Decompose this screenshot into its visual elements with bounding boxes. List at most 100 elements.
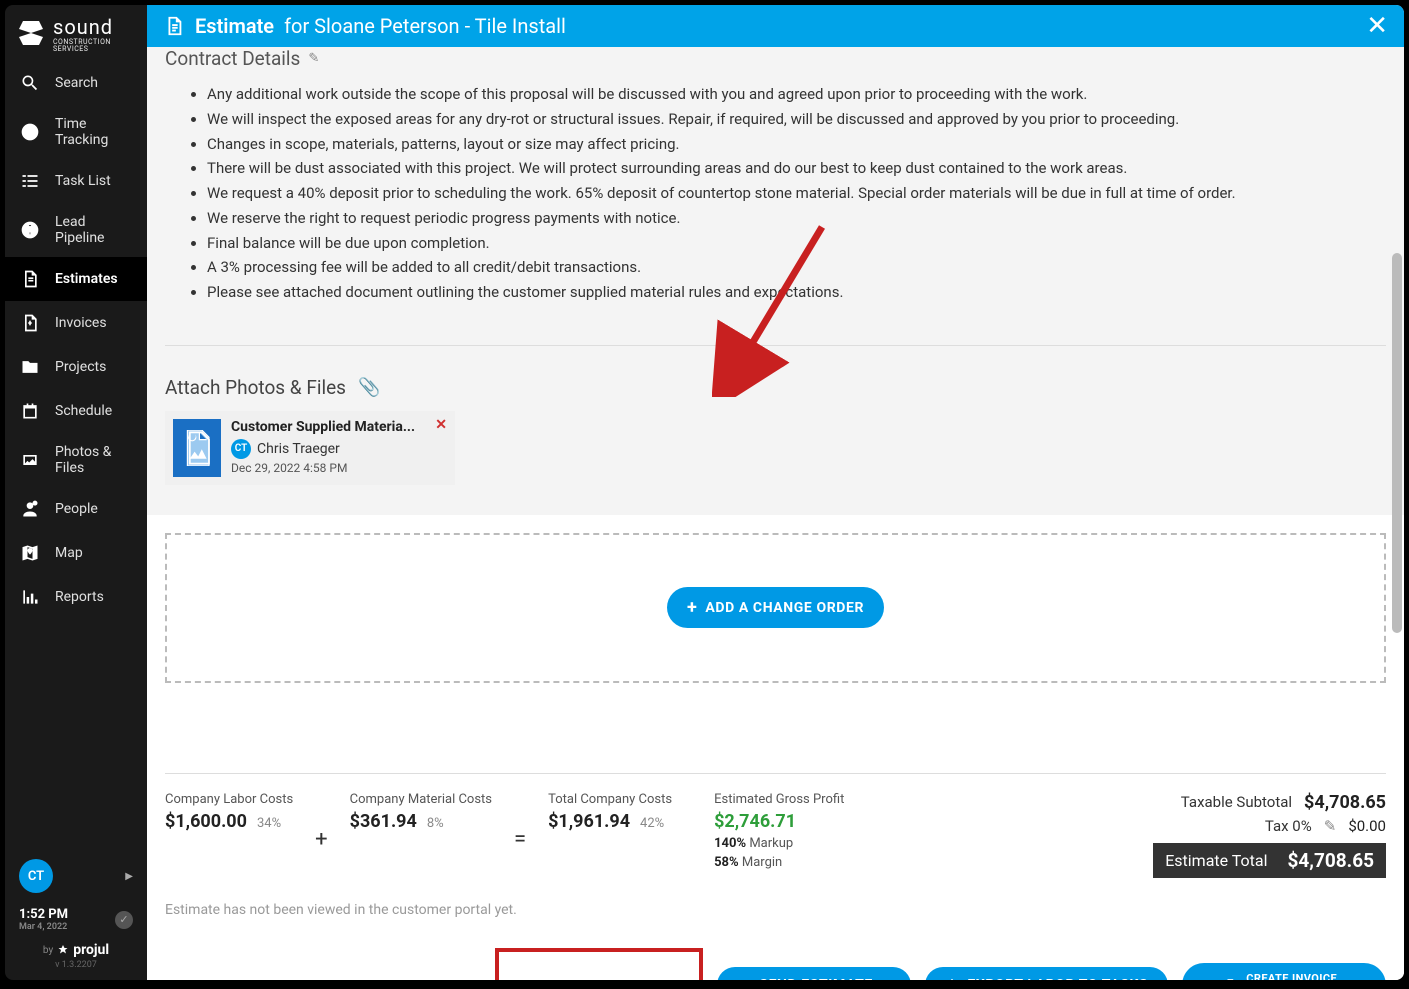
brand-name: sound xyxy=(53,17,137,37)
nav-label: Task List xyxy=(55,173,111,189)
clock-icon xyxy=(19,121,41,143)
contract-item: A 3% processing fee will be added to all… xyxy=(207,255,1386,280)
people-icon xyxy=(19,498,41,520)
nav-label: People xyxy=(55,501,98,517)
nav-label: Reports xyxy=(55,589,104,605)
photos-icon xyxy=(19,449,41,471)
estimate-total: Estimate Total $4,708.65 xyxy=(1153,843,1386,878)
contract-item: Any additional work outside the scope of… xyxy=(207,82,1386,107)
white-section: + ADD A CHANGE ORDER Company Labor Costs… xyxy=(147,515,1404,980)
projul-icon xyxy=(57,944,69,956)
check-icon: ✓ xyxy=(115,911,133,929)
sidebar: sound CONSTRUCTION SERVICES Search Time … xyxy=(5,5,147,980)
create-invoice-button[interactable]: CREATE INVOICE FROM THIS ESTIMATE xyxy=(1182,963,1386,980)
contract-item: We will inspect the exposed areas for an… xyxy=(207,107,1386,132)
nav: Search Time Tracking Task List $ Lead Pi… xyxy=(5,61,147,619)
summary: Company Labor Costs $1,600.00 34% + Comp… xyxy=(165,773,1386,888)
sidebar-item-projects[interactable]: Projects xyxy=(5,345,147,389)
file-info: Customer Supplied Materia... CT Chris Tr… xyxy=(231,419,415,475)
search-icon xyxy=(19,72,41,94)
dropdown-icon: ▼ xyxy=(881,979,892,980)
action-bar: PRINT PREVIEW SEND ESTIMATE ▼ EXPORT LAB… xyxy=(165,948,1386,980)
paperclip-icon[interactable]: 📎 xyxy=(358,377,380,398)
close-button[interactable]: ✕ xyxy=(1366,11,1388,41)
pipeline-icon: $ xyxy=(19,219,41,241)
edit-icon[interactable]: ✎ xyxy=(308,51,319,66)
contract-item: Changes in scope, materials, patterns, l… xyxy=(207,132,1386,157)
nav-label: Map xyxy=(55,545,83,561)
delete-attachment-icon[interactable]: ✕ xyxy=(435,417,447,433)
labor-cost: Company Labor Costs $1,600.00 34% xyxy=(165,792,293,832)
change-order-box: + ADD A CHANGE ORDER xyxy=(165,533,1386,683)
nav-label: Lead Pipeline xyxy=(55,214,133,246)
chart-icon xyxy=(19,586,41,608)
time-row: 1:52 PM Mar 4, 2022 ✓ xyxy=(19,907,133,932)
export-labor-button[interactable]: EXPORT LABOR TO TASKS xyxy=(925,967,1168,980)
invoice-icon xyxy=(19,312,41,334)
nav-label: Projects xyxy=(55,359,106,375)
powered-by: by projul v 1.3.2207 xyxy=(19,942,133,970)
sidebar-item-schedule[interactable]: Schedule xyxy=(5,389,147,433)
contract-item: Final balance will be due upon completio… xyxy=(207,231,1386,256)
nav-label: Schedule xyxy=(55,403,112,419)
contract-item: There will be dust associated with this … xyxy=(207,156,1386,181)
sidebar-item-estimates[interactable]: Estimates xyxy=(5,257,147,301)
date-display: Mar 4, 2022 xyxy=(19,922,68,932)
print-highlight-box: PRINT PREVIEW xyxy=(495,948,704,980)
expand-icon: ▶ xyxy=(125,871,133,882)
send-estimate-button[interactable]: SEND ESTIMATE ▼ xyxy=(717,967,911,980)
sidebar-item-task-list[interactable]: Task List xyxy=(5,159,147,203)
sound-logo-icon xyxy=(15,17,47,49)
gross-profit: Estimated Gross Profit $2,746.71 140% Ma… xyxy=(714,792,844,870)
sidebar-item-search[interactable]: Search xyxy=(5,61,147,105)
sidebar-item-lead-pipeline[interactable]: $ Lead Pipeline xyxy=(5,203,147,257)
file-name: Customer Supplied Materia... xyxy=(231,419,415,435)
sidebar-item-time-tracking[interactable]: Time Tracking xyxy=(5,105,147,159)
header-title: Estimate xyxy=(195,14,274,38)
main: Estimate for Sloane Peterson - Tile Inst… xyxy=(147,5,1404,980)
add-change-order-button[interactable]: + ADD A CHANGE ORDER xyxy=(667,587,884,628)
nav-label: Search xyxy=(55,75,98,91)
file-date: Dec 29, 2022 4:58 PM xyxy=(231,461,415,475)
scrollbar-thumb[interactable] xyxy=(1392,253,1402,633)
nav-label: Estimates xyxy=(55,271,118,287)
sidebar-item-photos-files[interactable]: Photos & Files xyxy=(5,433,147,487)
print-preview-button[interactable]: PRINT PREVIEW xyxy=(513,974,686,980)
file-avatar: CT xyxy=(231,439,251,459)
invoice-doc-icon xyxy=(1224,978,1238,980)
svg-text:$: $ xyxy=(28,225,33,236)
user-row[interactable]: CT ▶ xyxy=(19,859,133,893)
pdf-thumb-icon xyxy=(173,419,221,477)
calendar-icon xyxy=(19,400,41,422)
brand-sub: CONSTRUCTION SERVICES xyxy=(53,39,137,53)
plus-icon: + xyxy=(687,597,697,618)
list-icon xyxy=(19,170,41,192)
content: Contract Details ✎ Any additional work o… xyxy=(147,47,1404,980)
brand-logo: sound CONSTRUCTION SERVICES xyxy=(5,5,147,61)
user-avatar: CT xyxy=(19,859,53,893)
contract-item: Please see attached document outlining t… xyxy=(207,280,1386,305)
portal-note: Estimate has not been viewed in the cust… xyxy=(165,902,1386,918)
sidebar-item-invoices[interactable]: Invoices xyxy=(5,301,147,345)
contract-details-title: Contract Details ✎ xyxy=(165,47,1386,70)
contract-item: We request a 40% deposit prior to schedu… xyxy=(207,181,1386,206)
sidebar-item-people[interactable]: People xyxy=(5,487,147,531)
header-subtitle: for Sloane Peterson - Tile Install xyxy=(284,14,566,38)
sidebar-item-map[interactable]: Map xyxy=(5,531,147,575)
version: v 1.3.2207 xyxy=(55,960,97,970)
total-cost: Total Company Costs $1,961.94 42% xyxy=(548,792,672,832)
sidebar-item-reports[interactable]: Reports xyxy=(5,575,147,619)
contract-item: We reserve the right to request periodic… xyxy=(207,206,1386,231)
contract-list: Any additional work outside the scope of… xyxy=(207,82,1386,305)
sidebar-footer: CT ▶ 1:52 PM Mar 4, 2022 ✓ by projul v 1… xyxy=(5,849,147,980)
nav-label: Invoices xyxy=(55,315,107,331)
file-user: Chris Traeger xyxy=(257,441,340,457)
edit-tax-icon[interactable]: ✎ xyxy=(1324,817,1337,835)
totals: Taxable Subtotal$4,708.65 Tax 0%✎$0.00 E… xyxy=(1153,792,1386,878)
estimate-doc-icon xyxy=(163,15,185,37)
scrollbar[interactable] xyxy=(1390,53,1402,976)
document-icon xyxy=(19,268,41,290)
folder-icon xyxy=(19,356,41,378)
walk-icon xyxy=(945,978,959,980)
attachment-card[interactable]: Customer Supplied Materia... CT Chris Tr… xyxy=(165,411,455,485)
